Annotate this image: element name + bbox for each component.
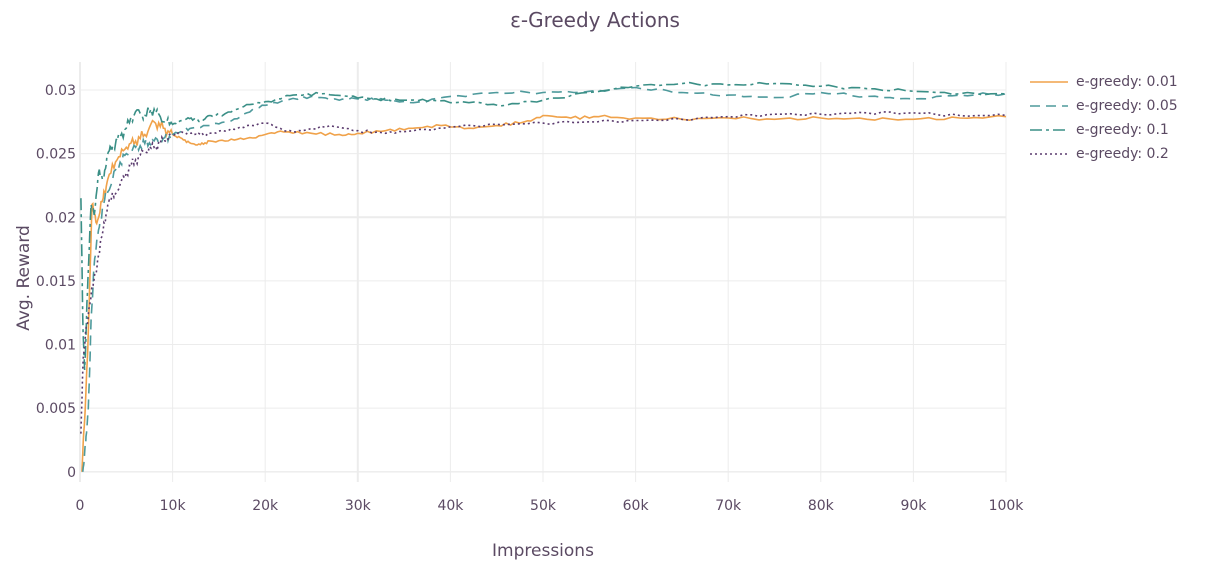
grid: [79, 62, 1007, 482]
legend-label-0: e-greedy: 0.01: [1076, 74, 1178, 90]
legend-item-3[interactable]: e-greedy: 0.2: [1030, 142, 1178, 166]
series-line-1: [82, 86, 1007, 472]
x-tick-label: 100k: [989, 498, 1025, 514]
legend-label-3: e-greedy: 0.2: [1076, 146, 1169, 162]
y-tick-label: 0.005: [36, 401, 76, 417]
x-tick-label: 50k: [530, 498, 557, 514]
x-tick-label: 10k: [160, 498, 187, 514]
series-line-0: [81, 114, 1007, 472]
legend-item-0[interactable]: e-greedy: 0.01: [1030, 70, 1178, 94]
y-tick-label: 0.02: [45, 210, 76, 226]
x-axis-ticks: 0 10k 20k 30k 40k 50k 60k 70k 80k 90k 100k: [76, 498, 1025, 514]
x-tick-label: 0: [76, 498, 85, 514]
legend-swatch-2: [1030, 129, 1068, 131]
y-tick-label: 0.015: [36, 274, 76, 290]
y-tick-label: 0.01: [45, 338, 76, 354]
x-tick-label: 90k: [900, 498, 927, 514]
chart-title: ε-Greedy Actions: [510, 8, 680, 32]
x-tick-label: 40k: [437, 498, 464, 514]
y-axis-ticks: 0 0.005 0.01 0.015 0.02 0.025 0.03: [36, 83, 76, 481]
legend[interactable]: e-greedy: 0.01 e-greedy: 0.05 e-greedy: …: [1030, 70, 1178, 166]
series-line-3: [80, 111, 1007, 434]
x-tick-label: 20k: [252, 498, 279, 514]
y-tick-label: 0: [67, 465, 76, 481]
legend-swatch-3: [1030, 153, 1068, 155]
legend-swatch-1: [1030, 105, 1068, 107]
legend-label-1: e-greedy: 0.05: [1076, 98, 1178, 114]
legend-label-2: e-greedy: 0.1: [1076, 122, 1169, 138]
series-line-2: [80, 81, 1007, 371]
y-tick-label: 0.03: [45, 83, 76, 99]
x-tick-label: 30k: [345, 498, 372, 514]
x-tick-label: 60k: [623, 498, 650, 514]
x-axis-label: Impressions: [492, 541, 594, 561]
x-tick-label: 70k: [715, 498, 742, 514]
legend-item-1[interactable]: e-greedy: 0.05: [1030, 94, 1178, 118]
legend-swatch-0: [1030, 81, 1068, 83]
legend-item-2[interactable]: e-greedy: 0.1: [1030, 118, 1178, 142]
y-tick-label: 0.025: [36, 147, 76, 163]
x-tick-label: 80k: [808, 498, 835, 514]
series-lines: [80, 81, 1007, 472]
